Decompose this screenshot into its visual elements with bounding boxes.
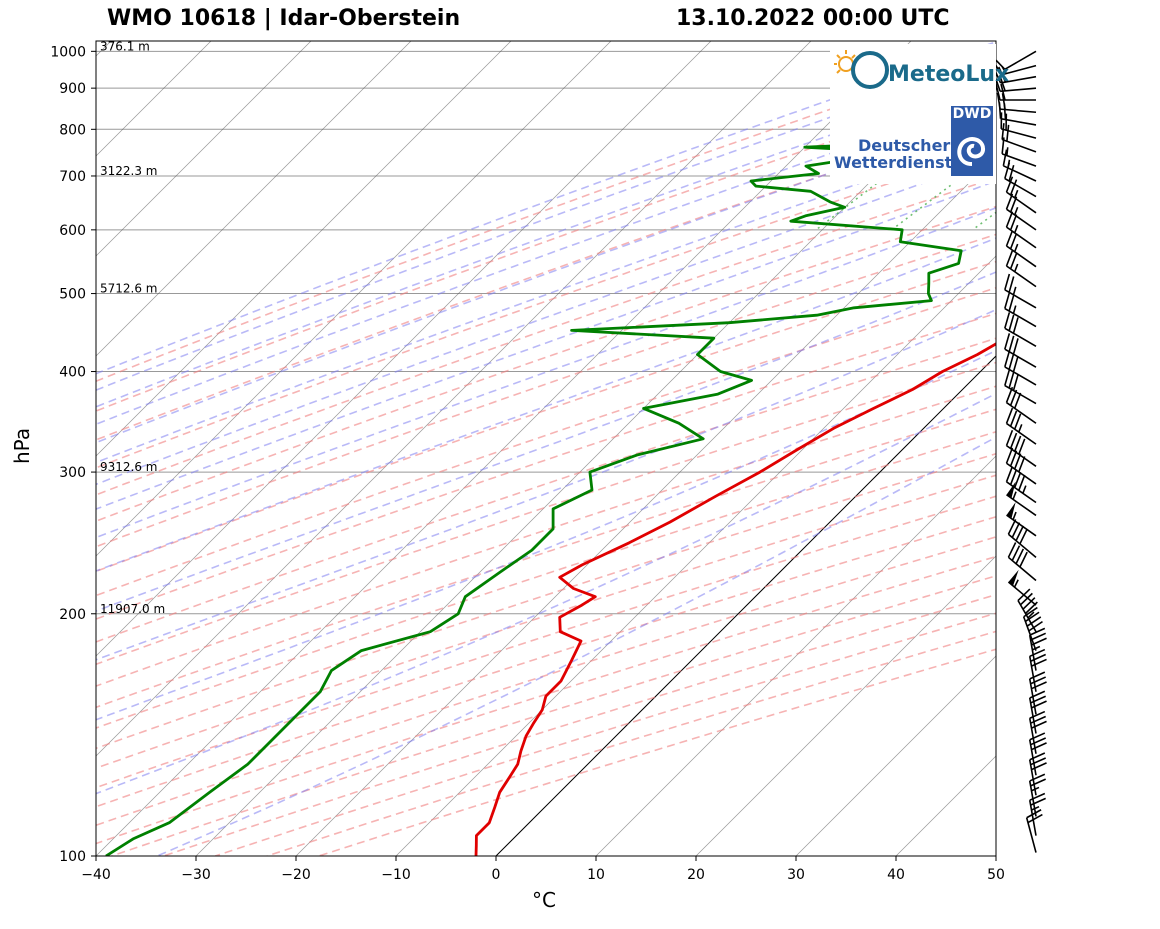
mixing-ratio-line xyxy=(1060,34,1160,230)
x-tick-label: 30 xyxy=(787,867,805,883)
wind-barb xyxy=(1005,274,1036,308)
height-label: 9312.6 m xyxy=(100,460,158,474)
dry-adiabat xyxy=(319,41,1160,856)
dry-adiabat xyxy=(112,41,1160,856)
height-label: 5712.6 m xyxy=(100,282,158,296)
dry-adiabat xyxy=(215,41,1160,856)
x-tick-label: −10 xyxy=(381,867,411,883)
wind-barb xyxy=(1007,231,1036,267)
meteolux-logo-text: MeteoLux xyxy=(888,62,1009,87)
wind-barb xyxy=(1001,112,1036,138)
height-label: 376.1 m xyxy=(100,39,150,53)
wind-barb xyxy=(1007,430,1036,466)
wind-barb xyxy=(998,93,1036,112)
y-tick-label: 200 xyxy=(59,607,86,623)
y-tick-label: 100 xyxy=(59,849,86,865)
isotherm-line xyxy=(396,41,1160,856)
mixing-ratio-line xyxy=(1134,34,1160,230)
wind-barb xyxy=(1007,387,1036,423)
y-tick-label: 1000 xyxy=(50,44,86,60)
y-tick-label: 400 xyxy=(59,365,86,381)
isotherm-line xyxy=(0,41,611,856)
isotherm-line xyxy=(0,41,411,856)
wind-barb xyxy=(1005,333,1036,367)
x-tick-label: 20 xyxy=(687,867,705,883)
wind-barb xyxy=(999,102,1036,125)
dwd-logo-abbr: DWD xyxy=(952,106,992,122)
wind-barb xyxy=(1005,293,1036,327)
y-tick-label: 300 xyxy=(59,465,86,481)
x-tick-label: 0 xyxy=(492,867,501,883)
wind-barb xyxy=(1007,448,1036,484)
wind-barb xyxy=(1005,351,1036,385)
x-tick-label: 10 xyxy=(587,867,605,883)
x-tick-label: −20 xyxy=(281,867,311,883)
y-tick-label: 700 xyxy=(59,169,86,185)
dwd-swirl-icon xyxy=(952,126,992,174)
wind-barb xyxy=(1005,370,1036,404)
station-title: WMO 10618 | Idar-Oberstein xyxy=(107,6,460,31)
wind-barb xyxy=(1007,212,1036,248)
x-tick-label: −40 xyxy=(81,867,111,883)
meteolux-sun-icon xyxy=(832,46,892,90)
wind-barb xyxy=(1008,542,1036,580)
moist-adiabat xyxy=(157,34,1160,856)
y-tick-label: 800 xyxy=(59,122,86,138)
height-label: 3122.3 m xyxy=(100,164,158,178)
y-axis-label: hPa xyxy=(10,428,34,464)
dwd-logo-line2: Wetterdienst xyxy=(834,153,952,172)
y-tick-label: 900 xyxy=(59,81,86,97)
temperature-profile xyxy=(476,63,1160,856)
y-tick-label: 600 xyxy=(59,223,86,239)
x-tick-label: 50 xyxy=(987,867,1005,883)
datetime-title: 13.10.2022 00:00 UTC xyxy=(676,6,950,31)
height-label: 11907.0 m xyxy=(100,602,165,616)
x-axis-label: °C xyxy=(532,888,556,912)
wind-barb xyxy=(1007,194,1036,230)
y-tick-label: 500 xyxy=(59,287,86,303)
dewpoint-profile xyxy=(106,63,1160,856)
x-tick-label: 40 xyxy=(887,867,905,883)
isotherm-line xyxy=(96,41,911,856)
x-tick-label: −30 xyxy=(181,867,211,883)
